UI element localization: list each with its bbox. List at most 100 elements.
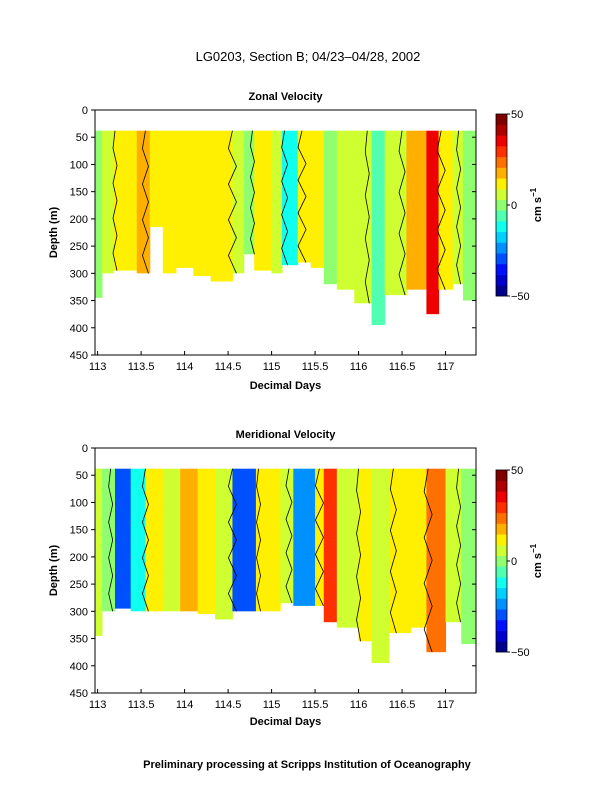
colorbar-tick-label: 50 — [511, 465, 523, 477]
colorbar-swatch — [496, 253, 507, 265]
colorbar-swatch — [496, 135, 507, 147]
velocity-cell — [384, 130, 407, 296]
velocity-cell — [310, 130, 325, 268]
velocity-cell — [452, 130, 464, 285]
velocity-cell — [354, 130, 373, 304]
x-tick-label: 114.5 — [215, 361, 242, 373]
y-axis-label: Depth (m) — [48, 207, 60, 259]
velocity-cell — [95, 468, 103, 636]
velocity-cell — [130, 468, 146, 612]
y-tick-label: 200 — [70, 214, 88, 226]
colorbar-swatch — [496, 587, 507, 599]
colorbar-swatch — [496, 285, 507, 297]
y-tick-label: 150 — [70, 525, 88, 537]
y-tick-label: 100 — [70, 159, 88, 171]
colorbar-swatch — [496, 544, 507, 556]
contour-line — [250, 130, 255, 255]
contour-line — [456, 130, 462, 285]
velocity-field — [95, 130, 477, 326]
zero-contours — [112, 130, 462, 304]
contour-line — [281, 130, 289, 266]
x-tick-label: 113 — [89, 361, 107, 373]
x-tick-label: 117 — [437, 699, 455, 711]
plot-frame — [94, 109, 477, 356]
colorbar-swatch — [496, 577, 507, 589]
velocity-cell — [215, 468, 233, 620]
colorbar-tick-label: 0 — [511, 200, 517, 212]
velocity-cell — [336, 468, 360, 628]
colorbar-swatch — [496, 470, 507, 482]
colorbar-label-exponent: −1 — [529, 187, 538, 197]
x-tick-label: 115 — [263, 361, 281, 373]
colorbar-swatch — [496, 167, 507, 179]
y-tick-label: 150 — [70, 187, 88, 199]
x-axis: 113 113.5 114 114.5 115 115.5 116 116.5 117 Decim… — [89, 351, 454, 392]
velocity-cell — [232, 468, 257, 612]
colorbar-swatch — [496, 598, 507, 610]
x-tick-label: 113 — [89, 699, 107, 711]
velocity-cell — [162, 130, 177, 274]
colorbar-swatch — [496, 210, 507, 222]
colorbar-swatch — [496, 609, 507, 621]
y-tick-label: 450 — [70, 688, 88, 700]
velocity-cell — [243, 130, 255, 255]
velocity-cell — [445, 468, 462, 623]
contour-line — [142, 130, 149, 274]
x-axis-label: Decimal Days — [250, 380, 322, 392]
velocity-cell — [254, 130, 273, 271]
colorbar: 50 0 −50 cm s−1 — [495, 109, 544, 303]
y-tick-label: 250 — [70, 579, 88, 591]
colorbar-swatch — [496, 480, 507, 492]
x-tick-label: 116 — [350, 361, 368, 373]
velocity-cell — [438, 130, 454, 290]
colorbar-tick-label: 50 — [511, 109, 523, 121]
y-tick-label: 50 — [76, 470, 88, 482]
colorbar-swatch — [496, 114, 507, 126]
velocity-cell — [145, 468, 164, 612]
y-tick-label: 400 — [70, 661, 88, 673]
velocity-cell — [336, 130, 355, 290]
x-tick-label: 113.5 — [128, 361, 155, 373]
colorbar-swatch — [496, 263, 507, 275]
velocity-cell — [162, 468, 181, 612]
colorbar-swatch — [496, 566, 507, 578]
velocity-cell — [323, 130, 338, 285]
y-tick-label: 450 — [70, 350, 88, 362]
colorbar: 50 0 −50 cm s−1 — [495, 465, 544, 659]
plot-frame — [94, 447, 477, 694]
x-tick-label: 116.5 — [389, 361, 416, 373]
velocity-cell — [95, 130, 103, 298]
y-axis: 0 50 100 150 200 250 300 350 400 450 Depth (m) — [48, 443, 476, 700]
x-tick-label: 114 — [176, 361, 194, 373]
contour-line — [389, 468, 397, 634]
colorbar-swatch — [496, 512, 507, 524]
contour-line — [364, 130, 370, 304]
velocity-cell — [149, 130, 164, 228]
x-tick-label: 113.5 — [128, 699, 155, 711]
velocity-cell — [280, 468, 294, 604]
velocity-cell — [323, 468, 338, 623]
x-axis-label: Decimal Days — [250, 716, 322, 728]
x-tick-label: 115.5 — [302, 361, 329, 373]
contour-line — [436, 130, 446, 290]
velocity-cell — [406, 130, 427, 290]
velocity-cell — [175, 130, 194, 268]
velocity-cell — [136, 130, 151, 274]
x-tick-label: 116.5 — [389, 699, 416, 711]
colorbar-swatch — [496, 534, 507, 546]
colorbar-swatch — [496, 523, 507, 535]
velocity-cell — [462, 130, 477, 301]
velocity-cell — [193, 130, 212, 277]
velocity-cell — [232, 130, 245, 274]
colorbar-swatch — [496, 188, 507, 200]
colorbar-swatch — [496, 641, 507, 653]
velocity-cell — [315, 468, 325, 606]
colorbar-swatch — [496, 146, 507, 158]
y-tick-label: 0 — [82, 443, 88, 455]
velocity-cell — [293, 468, 316, 606]
x-tick-label: 115 — [263, 699, 281, 711]
contour-line — [285, 468, 293, 604]
colorbar-tick-label: 0 — [511, 556, 517, 568]
colorbar-swatch — [496, 124, 507, 136]
